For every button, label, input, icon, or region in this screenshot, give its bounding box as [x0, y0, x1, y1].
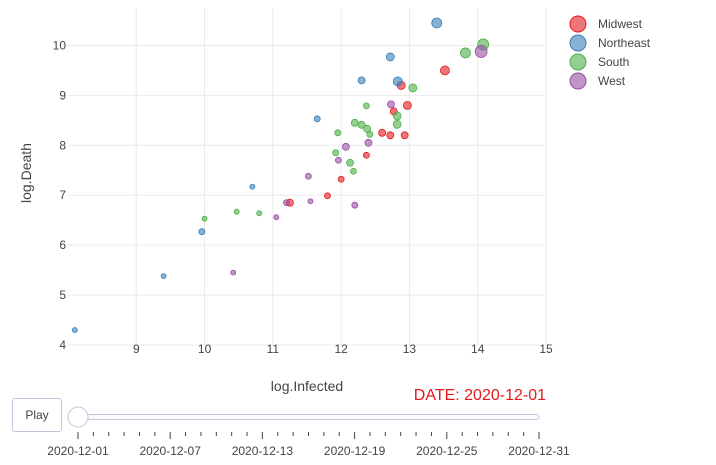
data-point-south-5[interactable]: [346, 158, 354, 167]
data-point-west-4[interactable]: [304, 172, 312, 180]
data-point-northeast-4[interactable]: [313, 115, 321, 123]
slider-handle[interactable]: [67, 406, 89, 428]
x-tick-label: 12: [334, 342, 348, 356]
data-point-south-1[interactable]: [233, 208, 240, 215]
data-point-west-1[interactable]: [273, 214, 280, 221]
x-tick-label: 13: [403, 342, 417, 356]
gridlines: [68, 8, 547, 346]
data-point-midwest-4[interactable]: [378, 128, 387, 137]
x-axis-title: log.Infected: [271, 378, 343, 394]
y-tick-label: 4: [59, 338, 66, 352]
legend-marker-west[interactable]: [569, 72, 587, 90]
legend-label-west[interactable]: West: [598, 74, 626, 88]
frame-date-label: DATE: 2020-12-01: [414, 387, 546, 404]
x-tick-label: 11: [267, 342, 280, 356]
data-point-west-9[interactable]: [387, 100, 395, 109]
y-tick-label: 8: [59, 138, 66, 152]
legend-label-south[interactable]: South: [598, 55, 629, 69]
data-point-west-6[interactable]: [342, 142, 350, 151]
x-tick-label: 10: [198, 342, 212, 356]
y-tick-label: 5: [59, 288, 66, 302]
slider-date-label[interactable]: 2020-12-25: [416, 444, 478, 458]
data-point-midwest-2[interactable]: [337, 175, 345, 183]
data-point-south-13[interactable]: [392, 119, 402, 129]
slider-date-label[interactable]: 2020-12-31: [508, 444, 570, 458]
data-point-west-7[interactable]: [351, 201, 359, 209]
y-axis-title: log.Death: [18, 143, 34, 203]
data-point-northeast-2[interactable]: [198, 228, 206, 236]
data-point-west-2[interactable]: [283, 199, 290, 207]
data-point-midwest-9[interactable]: [402, 100, 412, 110]
data-point-northeast-0[interactable]: [71, 327, 78, 333]
data-points: [71, 17, 490, 333]
slider-date-label[interactable]: 2020-12-13: [232, 444, 294, 458]
data-point-midwest-1[interactable]: [324, 192, 331, 200]
data-point-south-8[interactable]: [357, 120, 366, 129]
play-button[interactable]: Play: [12, 398, 62, 432]
data-point-south-3[interactable]: [332, 149, 340, 157]
y-tick-label: 7: [59, 188, 66, 202]
data-point-west-10[interactable]: [474, 45, 488, 58]
slider-date-label[interactable]: 2020-12-19: [324, 444, 386, 458]
x-tick-label: 14: [471, 342, 485, 356]
legend-marker-midwest[interactable]: [569, 15, 587, 33]
data-point-west-3[interactable]: [307, 198, 314, 205]
y-tick-label: 6: [59, 238, 66, 252]
data-point-northeast-5[interactable]: [357, 76, 366, 85]
data-point-west-8[interactable]: [364, 138, 373, 147]
legend-label-northeast[interactable]: Northeast: [598, 36, 651, 50]
date-slider[interactable]: 2020-12-01 2020-12-07 2020-12-13 2020-12-19…: [47, 406, 570, 458]
y-tick-label: 10: [53, 38, 67, 52]
y-tick-label: 9: [59, 88, 66, 102]
data-point-northeast-6[interactable]: [385, 52, 395, 62]
legend-marker-south[interactable]: [569, 53, 587, 71]
data-point-northeast-8[interactable]: [431, 17, 443, 29]
legend-marker-northeast[interactable]: [569, 34, 587, 52]
x-tick-label: 15: [539, 342, 553, 356]
data-point-south-12[interactable]: [392, 111, 402, 121]
tick-labels: 9 10 11 12 13 14 15 4 5 6 7 8 9 10: [53, 38, 553, 356]
legend: Midwest Northeast South West: [569, 15, 651, 90]
slider-date-label[interactable]: 2020-12-01: [47, 444, 109, 458]
legend-label-midwest[interactable]: Midwest: [598, 17, 643, 31]
data-point-south-2[interactable]: [256, 210, 263, 217]
data-point-south-14[interactable]: [408, 83, 418, 93]
data-point-midwest-10[interactable]: [440, 65, 450, 76]
slider-date-label[interactable]: 2020-12-07: [140, 444, 202, 458]
data-point-midwest-7[interactable]: [400, 131, 409, 140]
data-point-south-7[interactable]: [350, 118, 359, 127]
data-point-south-10[interactable]: [366, 130, 374, 138]
data-point-south-0[interactable]: [201, 215, 208, 222]
data-point-northeast-3[interactable]: [249, 183, 256, 190]
data-point-south-6[interactable]: [350, 167, 357, 175]
data-point-west-5[interactable]: [335, 156, 342, 164]
data-point-northeast-7[interactable]: [392, 76, 403, 87]
data-point-west-0[interactable]: [230, 269, 237, 276]
data-point-south-11[interactable]: [363, 102, 370, 110]
slider-rail[interactable]: [77, 414, 540, 420]
data-point-midwest-3[interactable]: [363, 151, 370, 159]
data-point-south-15[interactable]: [460, 47, 471, 59]
data-point-south-4[interactable]: [334, 129, 342, 137]
data-point-northeast-1[interactable]: [160, 273, 167, 280]
x-tick-label: 9: [133, 342, 140, 356]
data-point-midwest-5[interactable]: [386, 131, 395, 140]
